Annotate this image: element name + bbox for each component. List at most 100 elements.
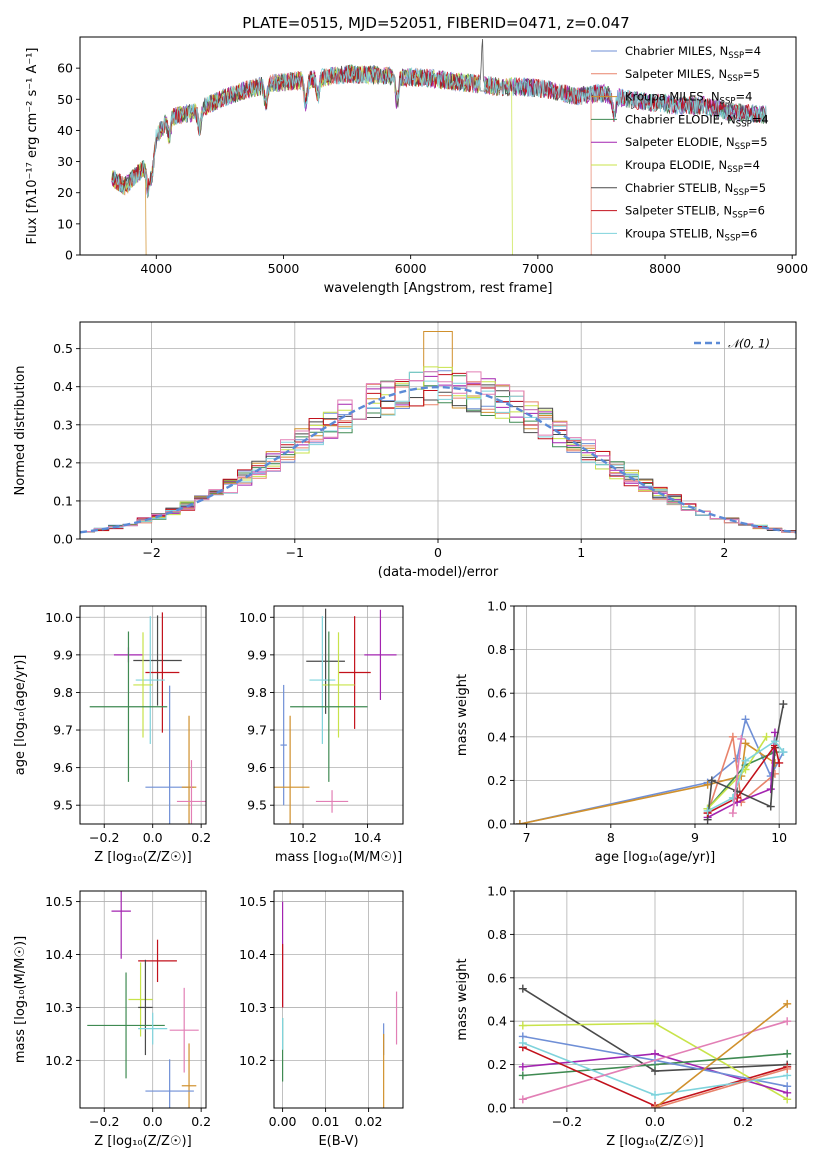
weight-marker <box>518 984 527 993</box>
errorbar-point <box>128 962 153 1037</box>
errorbar-point <box>290 631 368 782</box>
y-tick-label: 10 <box>57 216 73 231</box>
x-tick-label: 8 <box>607 830 615 845</box>
weight-marker <box>762 732 771 741</box>
mass_vs_Z-plot-area <box>87 891 199 1108</box>
weight-marker <box>783 999 792 1008</box>
mass_vs_Z-panel: −0.2 0.0 0.2 10.2 10.3 10.4 10.5 Z [log₁₀(Z/Z☉)… <box>13 890 211 1149</box>
x-tick-label: −1 <box>286 545 304 560</box>
x-tick-label: 2 <box>720 545 728 560</box>
axes-frame <box>273 605 404 825</box>
spectrum-panel: 4000 5000 6000 7000 8000 9000 0 10 20 30 40 50 60 wav… <box>25 36 808 296</box>
y-tick-label: 30 <box>57 154 73 169</box>
legend-entry: Salpeter ELODIE, NSSP=5 <box>625 135 768 152</box>
errorbar-point <box>145 1059 194 1108</box>
y-tick-label: 20 <box>57 185 73 200</box>
legend-entry: Kroupa MILES, NSSP=4 <box>625 90 752 107</box>
y-tick-label: 9.7 <box>53 723 73 738</box>
weight-marker <box>737 734 746 743</box>
errorbar-point <box>111 891 131 959</box>
y-tick-label: 9.8 <box>247 685 267 700</box>
legend-entry: Salpeter STELIB, NSSP=6 <box>625 204 765 221</box>
legend-entry: Chabrier MILES, NSSP=4 <box>625 44 761 61</box>
weight-line <box>706 703 785 820</box>
legend-entry: Chabrier STELIB, NSSP=5 <box>625 181 766 198</box>
massweight_vs_Z-panel: −0.2 0.0 0.2 0.0 0.2 0.4 0.6 0.8 1.0 Z [log₁₀(Z/Z… <box>455 884 797 1149</box>
x-tick-label: −0.2 <box>89 1114 119 1129</box>
weight-marker <box>728 793 737 802</box>
x-axis-label: mass [log₁₀(M/M☉)] <box>275 850 402 865</box>
residuals-panel: −2 −1 0 1 2 0.0 0.1 0.2 0.3 0.4 0.5 (data-model)/er… <box>13 321 797 580</box>
errorbar-point <box>338 616 371 729</box>
weight-line <box>732 738 743 814</box>
weight-marker <box>518 1062 527 1071</box>
weight-marker <box>651 1104 659 1108</box>
weight-marker <box>783 1064 792 1073</box>
errorbar-point <box>138 959 153 1056</box>
weight-line <box>654 1068 788 1108</box>
x-tick-label: 0 <box>434 545 442 560</box>
spectrum-line <box>111 65 767 198</box>
errorbar-point <box>145 612 180 733</box>
errorbar-point <box>169 987 199 1073</box>
errorbar-point <box>135 616 165 744</box>
y-tick-label: 0.8 <box>487 927 507 942</box>
x-tick-label: 1 <box>577 545 585 560</box>
errorbar-point <box>309 616 336 744</box>
x-axis-label: E(B-V) <box>318 1134 358 1149</box>
x-tick-label: 0.0 <box>143 1114 163 1129</box>
weight-marker <box>779 700 788 709</box>
y-tick-label: 0.6 <box>487 686 507 701</box>
y-tick-label: 1.0 <box>487 599 507 614</box>
weight-marker <box>728 809 737 818</box>
errorbar-point <box>133 632 153 738</box>
weight-marker <box>775 758 784 767</box>
weight-marker <box>703 780 712 789</box>
weight-marker <box>651 1090 659 1099</box>
axes-frame <box>79 605 207 825</box>
y-axis-label: Flux [fλ10⁻¹⁷ erg cm⁻² s⁻¹ A⁻¹] <box>25 48 40 245</box>
x-axis-label: wavelength [Angstrom, rest frame] <box>324 281 553 296</box>
y-tick-label: 0.4 <box>487 1014 507 1029</box>
weight-marker <box>779 748 788 757</box>
errorbar-point <box>315 790 349 813</box>
weight-marker <box>518 1038 527 1047</box>
massweight_vs_Z-plot-area <box>518 984 792 1108</box>
x-tick-label: −0.2 <box>89 830 119 845</box>
y-tick-label: 0.2 <box>53 455 73 470</box>
x-axis-label: age [log₁₀(age/yr)] <box>595 850 716 865</box>
x-tick-label: 0.2 <box>733 1114 753 1129</box>
x-tick-label: 0.0 <box>645 1114 665 1129</box>
y-tick-label: 0.4 <box>487 729 507 744</box>
y-tick-label: 0.3 <box>53 417 73 432</box>
weight-marker <box>783 1049 792 1058</box>
x-tick-label: 9 <box>691 830 699 845</box>
weight-marker <box>766 802 775 811</box>
x-tick-label: 4000 <box>140 261 172 276</box>
legend-entry: Chabrier ELODIE, NSSP=4 <box>625 112 769 129</box>
errorbar-point <box>280 684 287 806</box>
y-tick-label: 10.5 <box>239 894 267 909</box>
spectrum-line <box>111 65 767 198</box>
weight-line <box>707 732 776 819</box>
y-tick-label: 9.5 <box>53 798 73 813</box>
weight-marker <box>651 1019 659 1028</box>
axes-frame <box>79 36 797 256</box>
weight-line <box>654 1003 788 1108</box>
age_vs_mass-panel: 10.2 10.4 9.5 9.6 9.7 9.8 9.9 10.0 mass [log₁₀(M… <box>239 605 404 865</box>
x-tick-label: 0.0 <box>143 830 163 845</box>
weight-line <box>707 743 780 814</box>
errorbar-point <box>274 715 310 824</box>
x-axis-label: (data-model)/error <box>378 565 499 580</box>
y-tick-label: 9.9 <box>247 647 267 662</box>
y-tick-label: 0.0 <box>487 1101 507 1116</box>
weight-marker <box>741 739 750 748</box>
errorbar-point <box>133 615 182 706</box>
axes-frame <box>79 890 207 1109</box>
errorbar-point <box>364 609 397 700</box>
y-tick-label: 10.0 <box>45 610 73 625</box>
y-tick-label: 10.5 <box>45 894 73 909</box>
y-tick-label: 10.2 <box>239 1053 267 1068</box>
residuals-plot-area <box>80 331 796 534</box>
weight-marker <box>741 715 750 724</box>
